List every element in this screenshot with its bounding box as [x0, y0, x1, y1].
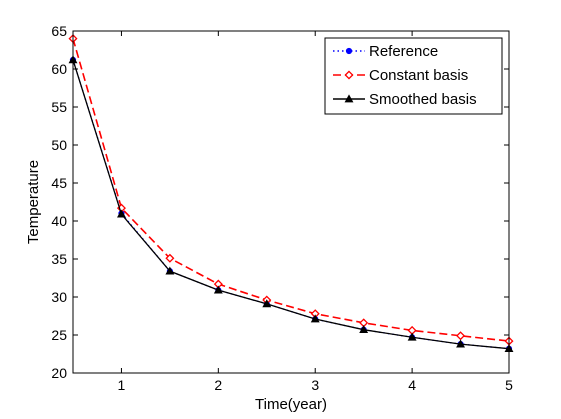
series-line [72, 59, 510, 350]
x-axis: 1 2 3 4 5 [118, 31, 513, 393]
y-tick-label: 60 [51, 61, 67, 77]
legend-entry: Reference [333, 43, 438, 60]
data-point [165, 253, 175, 263]
y-tick-label: 65 [51, 23, 67, 39]
data-point [310, 314, 320, 323]
y-tick-label: 40 [51, 213, 67, 229]
x-tick-label: 1 [118, 377, 126, 393]
axes-box [72, 30, 510, 374]
y-tick-label: 35 [51, 251, 67, 267]
data-point [359, 325, 369, 334]
y-tick-label: 55 [51, 99, 67, 115]
data-point [456, 339, 466, 348]
data-point [407, 332, 417, 341]
data-point [116, 209, 126, 218]
legend-box [324, 37, 503, 115]
x-tick-label: 5 [505, 377, 513, 393]
y-tick-label: 50 [51, 137, 67, 153]
series-line [72, 38, 510, 342]
data-point [165, 266, 175, 275]
x-tick-label: 2 [214, 377, 222, 393]
x-tick-label: 3 [311, 377, 319, 393]
y-tick-label: 30 [51, 289, 67, 305]
legend-label: Reference [369, 43, 438, 60]
legend-label: Constant basis [369, 67, 468, 84]
legend-marker [344, 70, 354, 80]
y-tick-label: 45 [51, 175, 67, 191]
y-axis-label: Temperature [25, 160, 42, 244]
legend: Reference Constant basis Smoothed basis [324, 37, 503, 115]
legend-marker [344, 94, 354, 103]
y-axis: 20 25 30 35 40 45 50 55 60 65 [51, 23, 509, 381]
data-point [213, 285, 223, 294]
legend-entry: Smoothed basis [333, 91, 477, 108]
legend-entry: Constant basis [333, 67, 468, 84]
y-tick-label: 20 [51, 365, 67, 381]
legend-marker [345, 47, 353, 55]
x-axis-label: Time(year) [255, 396, 327, 413]
data-point [262, 299, 272, 308]
y-tick-label: 25 [51, 327, 67, 343]
x-tick-label: 4 [408, 377, 416, 393]
legend-label: Smoothed basis [369, 91, 477, 108]
data-point [456, 331, 466, 341]
